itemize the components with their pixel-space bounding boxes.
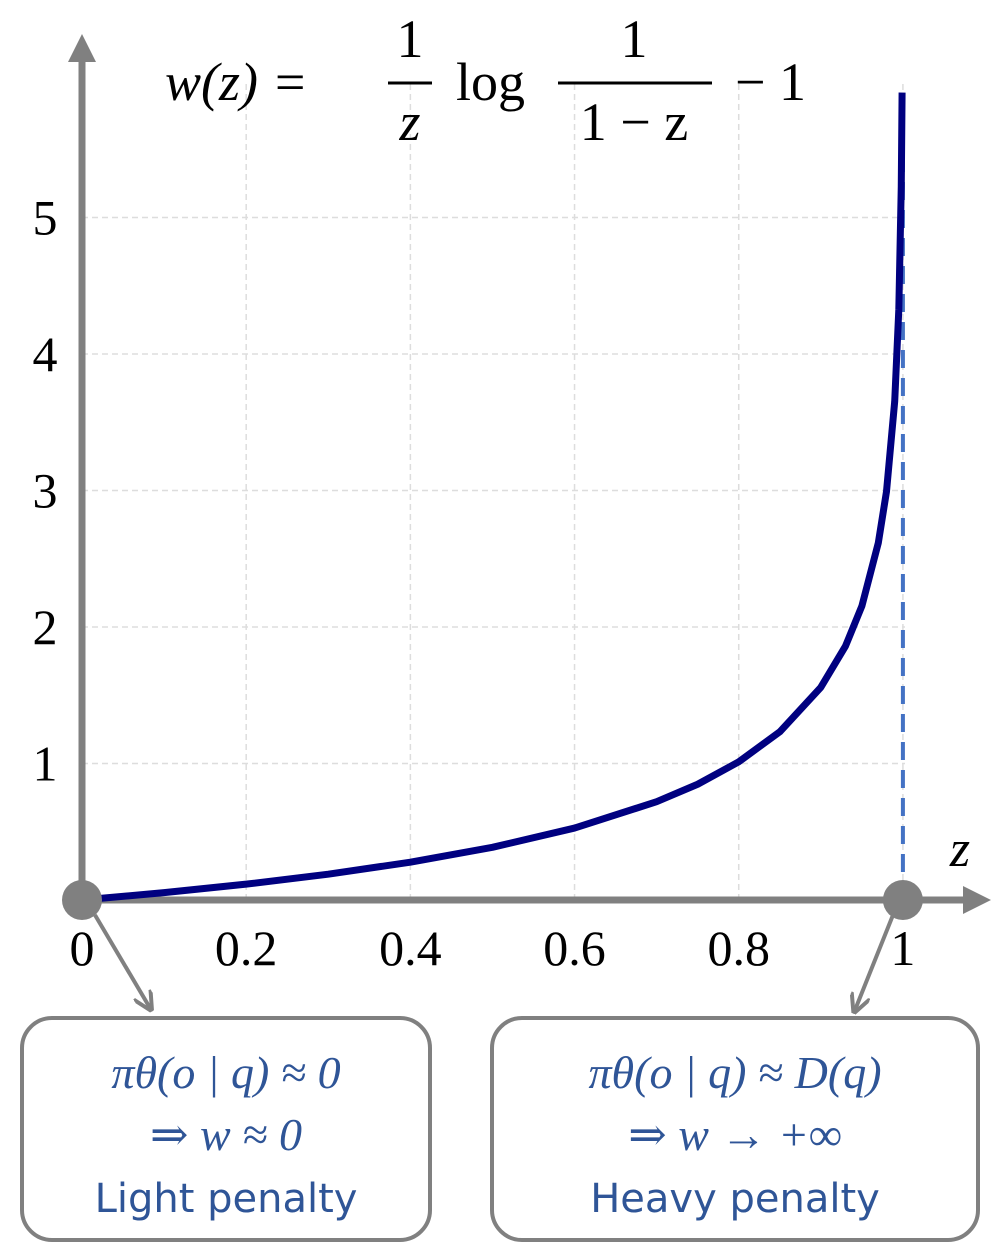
endpoint	[882, 880, 923, 920]
formula-lhs: w(z) =	[165, 52, 308, 112]
y-tick-label: 2	[33, 599, 58, 655]
y-tick-label: 5	[33, 189, 58, 245]
y-tick-label: 1	[33, 735, 58, 791]
x-tick-label: 0	[70, 920, 95, 976]
annotation-line: ⇒ w → +∞	[628, 1109, 842, 1160]
annotation-line: Light penalty	[95, 1176, 358, 1222]
formula-den: 1 − z	[580, 92, 688, 152]
axes: 0 0.2 0.4 0.6 0.8 1 1 2 3 4 5	[33, 34, 991, 976]
y-tick-label: 3	[33, 462, 58, 518]
annotation-line: πθ(o | q) ≈ D(q)	[588, 1047, 881, 1098]
annotation-line: Heavy penalty	[590, 1176, 880, 1222]
formula-den: z	[398, 92, 420, 152]
curve	[81, 92, 906, 904]
formula-tail: − 1	[735, 52, 806, 112]
y-tick-label: 4	[33, 326, 58, 382]
x-tick-label: 0.8	[707, 920, 770, 976]
formula: w(z) = 1 z log 1 1 − z − 1	[165, 9, 806, 152]
x-tick-label: 0.2	[215, 920, 278, 976]
annotation-line: πθ(o | q) ≈ 0	[111, 1047, 340, 1098]
annotation-line: ⇒ w ≈ 0	[150, 1109, 302, 1160]
x-axis-label: z	[949, 821, 970, 878]
x-tick-label: 0.4	[379, 920, 442, 976]
annotation-box	[490, 1016, 980, 1242]
endpoint	[62, 880, 102, 920]
annotation-arrow	[93, 913, 150, 1008]
annotation-box	[20, 1016, 432, 1242]
grid	[81, 80, 905, 900]
formula-log: log	[456, 52, 525, 112]
x-tick-label: 1	[890, 920, 915, 976]
formula-num: 1	[397, 9, 424, 69]
x-tick-label: 0.6	[543, 920, 606, 976]
annotations: πθ(o | q) ≈ 0 ⇒ w ≈ 0 Light penalty πθ(o…	[95, 1047, 882, 1222]
formula-num: 1	[621, 9, 648, 69]
annotation-arrow	[855, 914, 895, 1010]
marks	[62, 92, 923, 920]
